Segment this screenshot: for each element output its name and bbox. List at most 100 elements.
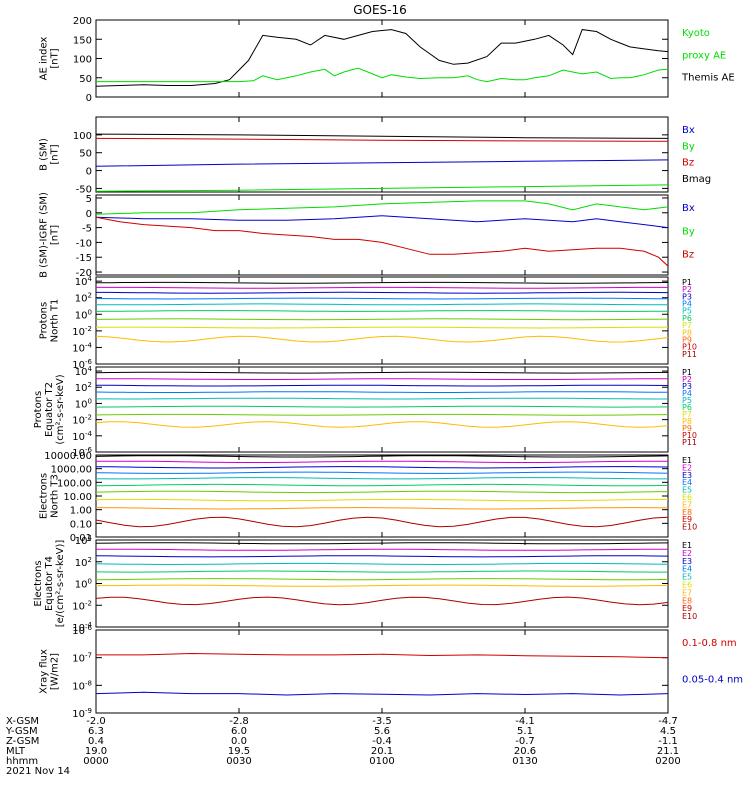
y-tick-label: 10-7 bbox=[72, 652, 92, 665]
ephemeris-value: 0.0 bbox=[231, 736, 247, 747]
level-line bbox=[96, 596, 668, 606]
panel-bigrf: -20 -15 -10 -5 0 5 B (SM)-IGRF (SM)[nT] Bx By Bz bbox=[39, 192, 695, 279]
level-line bbox=[96, 303, 668, 306]
y-tick-label: 0 bbox=[86, 93, 92, 104]
y-tick-label: 100.00 bbox=[57, 478, 92, 489]
y-tick-label: 50 bbox=[79, 149, 92, 160]
series-line bbox=[96, 67, 668, 83]
series-group bbox=[96, 200, 668, 267]
legend-entry: P4 bbox=[682, 389, 692, 398]
ephemeris-value: -0.4 bbox=[372, 736, 392, 747]
series-line bbox=[96, 29, 668, 87]
panel-protons_t2: 10-6 10-4 10-2 100 102 104 ProtonsEquator T2(c… bbox=[33, 365, 697, 459]
legend-entry: P11 bbox=[682, 350, 697, 359]
legend-entry: By bbox=[682, 226, 695, 237]
legend-entry: P7 bbox=[682, 321, 692, 330]
y-tick-label: 5 bbox=[86, 194, 92, 205]
ephemeris-value: 0.4 bbox=[88, 736, 104, 747]
y-tick-label: 10-2 bbox=[72, 325, 92, 338]
panel-electrons_t4: 10-4 10-2 100 102 104 ElectronsEquator T4[e/(… bbox=[33, 534, 697, 634]
chart-title: GOES-16 bbox=[353, 3, 407, 17]
ephemeris-value: 5.1 bbox=[517, 726, 533, 737]
y-tick-label: 100 bbox=[75, 578, 92, 591]
y-axis-label: ProtonsEquator T2(cm²-s-sr-keV) bbox=[33, 374, 66, 444]
series-group bbox=[96, 133, 668, 192]
legend-entry: E1 bbox=[682, 541, 692, 550]
ephemeris-row-label: X-GSM bbox=[6, 716, 39, 727]
y-axis-label: ProtonsNorth T1 bbox=[39, 299, 61, 343]
legend-entry: By bbox=[682, 141, 695, 152]
series-line bbox=[96, 652, 668, 659]
series-line bbox=[96, 691, 668, 696]
legend-entry: P3 bbox=[682, 382, 692, 391]
y-tick-label: 102 bbox=[75, 292, 92, 305]
level-line bbox=[96, 578, 668, 581]
legend-entry: P2 bbox=[682, 285, 692, 294]
series-line bbox=[96, 216, 668, 267]
legend-entry: P10 bbox=[682, 431, 697, 440]
y-axis-label: AE index[nT] bbox=[39, 37, 61, 81]
level-line bbox=[96, 291, 668, 294]
y-tick-label: 1000.00 bbox=[51, 465, 92, 476]
legend-entry: P2 bbox=[682, 375, 692, 384]
y-tick-label: 0 bbox=[86, 167, 92, 178]
series-group bbox=[96, 371, 668, 428]
y-tick-label: 200 bbox=[73, 16, 92, 27]
y-tick-label: 100 bbox=[73, 131, 92, 142]
y-tick-label: 10-4 bbox=[72, 430, 92, 443]
legend-entry: P3 bbox=[682, 292, 692, 301]
series-line bbox=[96, 184, 668, 192]
series-group bbox=[96, 542, 668, 606]
ephemeris-value: -3.5 bbox=[372, 716, 392, 727]
y-tick-label: 10-8 bbox=[72, 679, 92, 692]
level-line bbox=[96, 460, 668, 463]
level-line bbox=[96, 471, 668, 474]
level-line bbox=[96, 371, 668, 374]
level-line bbox=[96, 483, 668, 487]
level-line bbox=[96, 584, 668, 587]
level-line bbox=[96, 326, 668, 329]
legend-entry: E9 bbox=[682, 515, 692, 524]
panel-ae: 0 50 100 150 200 AE index[nT] Kyoto proxy AE The… bbox=[39, 16, 735, 104]
level-line bbox=[96, 490, 668, 494]
y-tick-label: -20 bbox=[76, 268, 92, 279]
level-line bbox=[96, 384, 668, 387]
legend-entry: 0.1-0.8 nm bbox=[682, 638, 737, 649]
ephemeris-value: 19.5 bbox=[228, 746, 250, 757]
level-line bbox=[96, 286, 668, 289]
y-tick-label: 10-4 bbox=[72, 621, 92, 634]
y-tick-label: 100 bbox=[75, 308, 92, 321]
legend-entry: Kyoto bbox=[682, 28, 710, 39]
legend-entry: E5 bbox=[682, 573, 692, 582]
series-group bbox=[96, 29, 668, 87]
legend-entry: E6 bbox=[682, 493, 692, 502]
level-line bbox=[96, 555, 668, 558]
y-tick-label: -10 bbox=[76, 238, 92, 249]
y-axis-label: B (SM)-IGRF (SM)[nT] bbox=[39, 192, 61, 278]
panel-frame bbox=[95, 366, 669, 453]
legend-entry: E6 bbox=[682, 581, 692, 590]
legend-entry: P11 bbox=[682, 438, 697, 447]
series-line bbox=[96, 137, 668, 142]
level-line bbox=[96, 570, 668, 573]
legend-entry: E4 bbox=[682, 565, 692, 574]
legend-entry: P5 bbox=[682, 396, 692, 405]
ephemeris-row-label: Y-GSM bbox=[5, 726, 38, 737]
level-line bbox=[96, 421, 668, 428]
series-line bbox=[96, 200, 668, 215]
level-line bbox=[96, 498, 668, 502]
y-tick-label: 102 bbox=[75, 556, 92, 569]
y-tick-label: -15 bbox=[76, 253, 92, 264]
legend-entry: P9 bbox=[682, 424, 692, 433]
y-tick-label: 104 bbox=[75, 365, 93, 378]
level-line bbox=[96, 413, 668, 416]
legend-entry: P1 bbox=[682, 278, 692, 287]
panel-frame bbox=[95, 629, 669, 714]
level-line bbox=[96, 562, 668, 566]
y-tick-label: 100 bbox=[73, 55, 92, 66]
level-line bbox=[96, 397, 668, 400]
ephemeris-value: 6.0 bbox=[231, 726, 247, 737]
ephemeris-value: 0130 bbox=[512, 756, 537, 767]
